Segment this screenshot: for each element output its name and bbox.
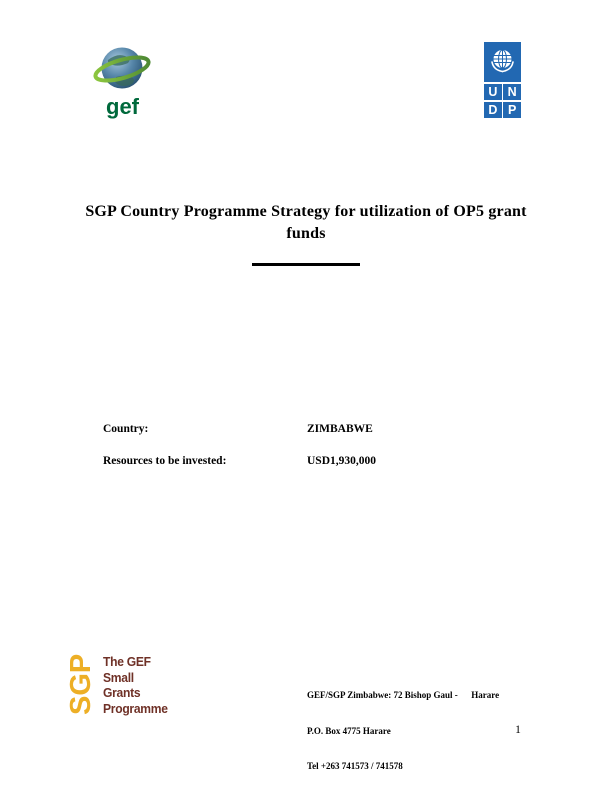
country-value: ZIMBABWE [307, 423, 373, 435]
gef-logo: gef [92, 44, 152, 120]
resources-label: Resources to be invested: [103, 455, 227, 467]
address-block: GEF/SGP Zimbabwe: 72 Bishop Gaul - Harar… [307, 667, 499, 792]
undp-letter-u: U [484, 83, 502, 100]
address-line-1: GEF/SGP Zimbabwe: 72 Bishop Gaul - Harar… [307, 690, 500, 701]
undp-letter-d: D [484, 101, 502, 118]
sgp-vertical-wordmark: SGP [65, 653, 97, 715]
title-divider [252, 263, 360, 266]
gef-wordmark: gef [106, 94, 139, 119]
sgp-logo-text: The GEF Small Grants Programme [103, 654, 168, 716]
country-row: Country: ZIMBABWE [103, 423, 523, 435]
page-title: SGP Country Programme Strategy for utili… [85, 203, 527, 242]
address-line-2: P.O. Box 4775 Harare [307, 725, 391, 736]
resources-row: Resources to be invested: USD1,930,000 [103, 455, 523, 467]
undp-letter-grid: U N D P [484, 83, 521, 118]
address-line-3: Tel +263 741573 / 741578 [307, 760, 403, 771]
un-emblem-icon [484, 42, 521, 82]
sgp-logo-line-3: Programme [103, 700, 168, 716]
undp-letter-n: N [503, 83, 521, 100]
undp-letter-p: P [503, 101, 521, 118]
page-number: 1 [515, 724, 521, 736]
resources-value: USD1,930,000 [307, 455, 377, 467]
undp-logo: U N D P [484, 42, 521, 118]
sgp-logo-line-1: The GEF [103, 654, 151, 669]
country-label: Country: [103, 423, 149, 435]
gef-globe-icon [93, 47, 151, 89]
sgp-logo-line-2: Small Grants [103, 669, 141, 701]
